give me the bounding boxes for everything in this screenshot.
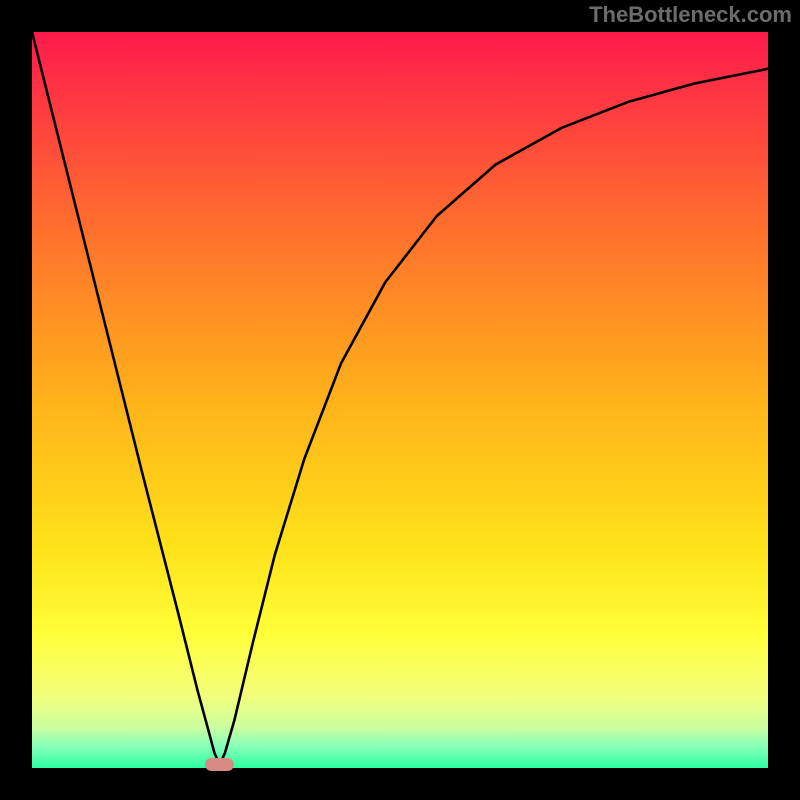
chart-container: TheBottleneck.com (0, 0, 800, 800)
watermark-label: TheBottleneck.com (589, 2, 792, 28)
bottleneck-curve (32, 32, 768, 764)
optimal-marker (205, 758, 234, 771)
curve-svg (32, 32, 768, 768)
plot-area (32, 32, 768, 768)
